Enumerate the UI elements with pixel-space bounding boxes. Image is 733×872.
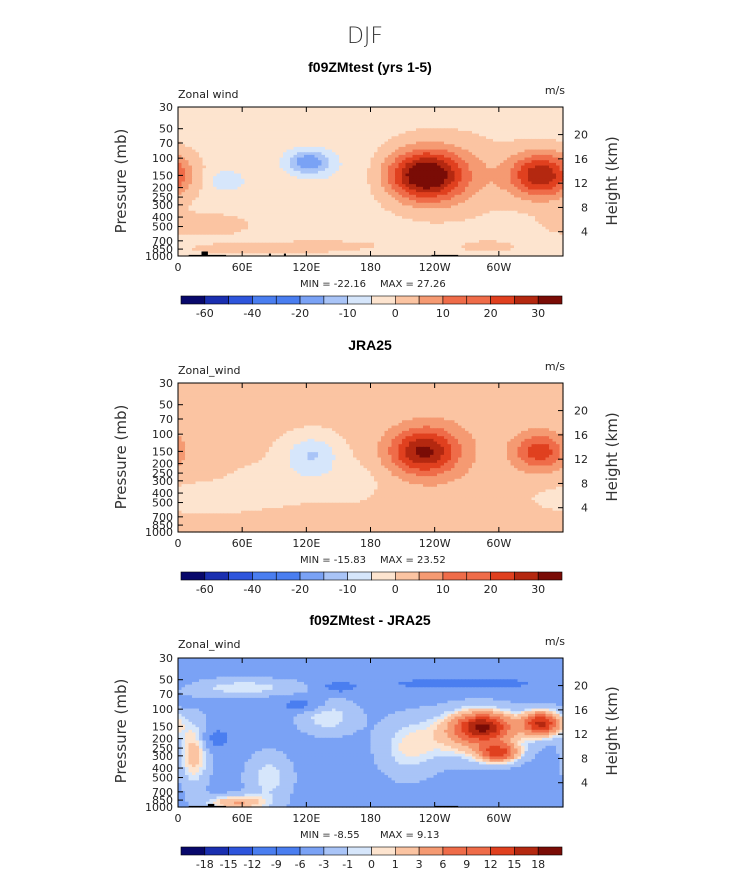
panel-1: f09ZMtest (yrs 1-5) Zonal wind m/s 0 60E 1… [112,59,621,320]
panel-1-title: f09ZMtest (yrs 1-5) [308,59,432,75]
figure-suptitle: DJF [347,24,383,49]
panel-1-left-label: Zonal wind [178,88,239,101]
panel-1-units-label: m/s [545,84,565,97]
panel-1-plot: 0 60E 120E 180 120W 60W3050701001502002503004… [145,101,588,274]
